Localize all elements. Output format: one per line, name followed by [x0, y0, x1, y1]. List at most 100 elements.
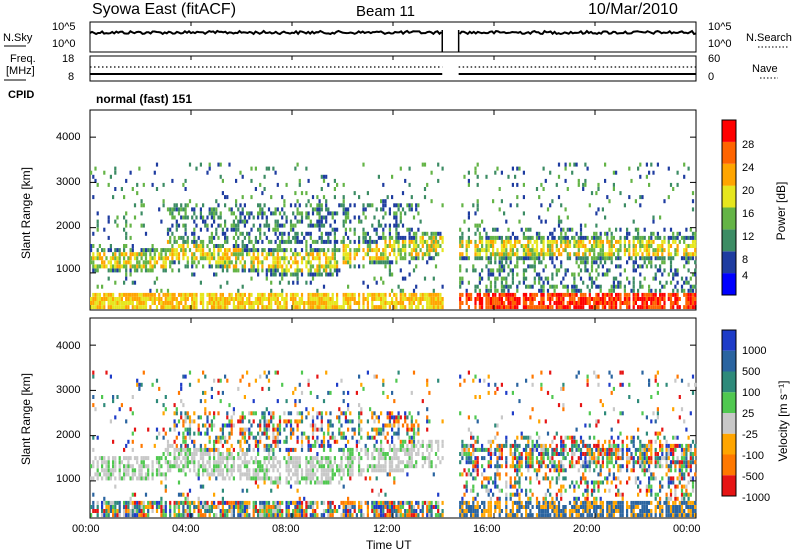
- power-cell: [320, 203, 323, 208]
- power-cell: [619, 297, 622, 301]
- power-cell: [281, 292, 284, 297]
- power-cell: [257, 203, 260, 208]
- velocity-cell: [404, 439, 407, 444]
- velocity-cell: [188, 488, 192, 493]
- velocity-ytick: 1000: [56, 473, 81, 485]
- power-cell: [199, 215, 202, 220]
- velocity-cell: [309, 456, 312, 461]
- velocity-cell: [329, 480, 332, 485]
- power-cell: [412, 301, 416, 305]
- power-cell: [542, 244, 545, 248]
- power-cell: [210, 297, 213, 301]
- velocity-cell: [210, 447, 213, 452]
- power-cell: [164, 305, 167, 310]
- power-cell: [96, 292, 99, 297]
- power-cell: [637, 239, 640, 244]
- velocity-cell: [358, 452, 361, 456]
- power-cell: [459, 280, 462, 285]
- power-cell: [353, 203, 356, 208]
- power-cell: [230, 223, 233, 228]
- velocity-cell: [415, 513, 418, 518]
- power-cell: [153, 292, 156, 297]
- power-cell: [694, 297, 697, 301]
- velocity-ytick: 3000: [56, 384, 81, 396]
- velocity-cell: [289, 427, 293, 432]
- power-cell: [562, 248, 565, 253]
- power-cell: [459, 264, 462, 269]
- power-cell: [226, 256, 229, 261]
- power-cell: [557, 235, 561, 240]
- power-cell: [476, 162, 479, 167]
- power-cell: [175, 219, 178, 224]
- power-cell: [162, 301, 165, 305]
- power-cell: [542, 235, 545, 240]
- power-cell: [316, 288, 319, 293]
- power-cell: [608, 268, 611, 273]
- velocity-cell: [377, 492, 380, 497]
- velocity-cell: [325, 472, 328, 477]
- velocity-cell: [173, 513, 176, 518]
- power-cell: [333, 231, 336, 236]
- power-cell: [206, 223, 209, 228]
- power-cell: [285, 248, 288, 253]
- power-cell: [250, 260, 253, 265]
- power-cell: [494, 288, 497, 293]
- power-cell: [663, 301, 666, 305]
- velocity-cell: [250, 411, 253, 416]
- power-cell: [193, 260, 196, 265]
- power-cell: [549, 256, 552, 261]
- velocity-cell: [228, 403, 231, 408]
- velocity-cell: [316, 480, 319, 485]
- power-cell: [210, 301, 213, 305]
- power-cell: [601, 297, 604, 301]
- power-cell: [582, 239, 585, 244]
- power-cell: [92, 305, 95, 310]
- power-cell: [129, 297, 132, 301]
- power-cell: [112, 264, 115, 269]
- power-cell: [612, 288, 615, 293]
- velocity-cell: [322, 468, 326, 473]
- power-cell: [243, 260, 246, 265]
- velocity-cell: [366, 452, 369, 456]
- velocity-cell: [404, 447, 407, 452]
- power-cell: [283, 268, 286, 273]
- power-cell: [557, 305, 561, 310]
- power-cell: [307, 297, 310, 301]
- power-cell: [305, 211, 308, 216]
- power-cell: [612, 244, 615, 248]
- velocity-cell: [371, 435, 374, 440]
- velocity-cell: [289, 456, 293, 461]
- velocity-cell: [213, 505, 216, 509]
- power-cell: [340, 239, 343, 244]
- power-cell: [459, 284, 462, 289]
- power-cell: [239, 170, 242, 175]
- velocity-cell: [404, 415, 407, 420]
- power-cell: [373, 248, 376, 253]
- power-cell: [441, 301, 444, 305]
- power-cell: [606, 272, 609, 277]
- velocity-cell: [217, 464, 220, 469]
- power-cell: [575, 260, 578, 265]
- velocity-cell: [127, 456, 130, 461]
- power-cell: [525, 248, 528, 253]
- power-cell: [470, 239, 473, 244]
- velocity-cell: [276, 505, 279, 509]
- power-cell: [612, 305, 615, 310]
- power-cell: [610, 248, 613, 253]
- power-cell: [507, 301, 510, 305]
- power-cell: [311, 292, 315, 297]
- velocity-cell: [349, 456, 352, 461]
- power-cell: [325, 305, 328, 310]
- power-cell: [314, 239, 317, 244]
- power-cell: [327, 231, 330, 236]
- velocity-cell: [355, 439, 358, 444]
- velocity-cell: [283, 419, 286, 424]
- velocity-cell: [103, 456, 106, 461]
- power-cell: [296, 305, 299, 310]
- power-cell: [643, 248, 646, 253]
- velocity-cell: [375, 476, 378, 481]
- power-cell: [296, 264, 299, 269]
- power-cell: [177, 256, 181, 261]
- velocity-cell: [391, 423, 394, 428]
- power-cell: [641, 292, 644, 297]
